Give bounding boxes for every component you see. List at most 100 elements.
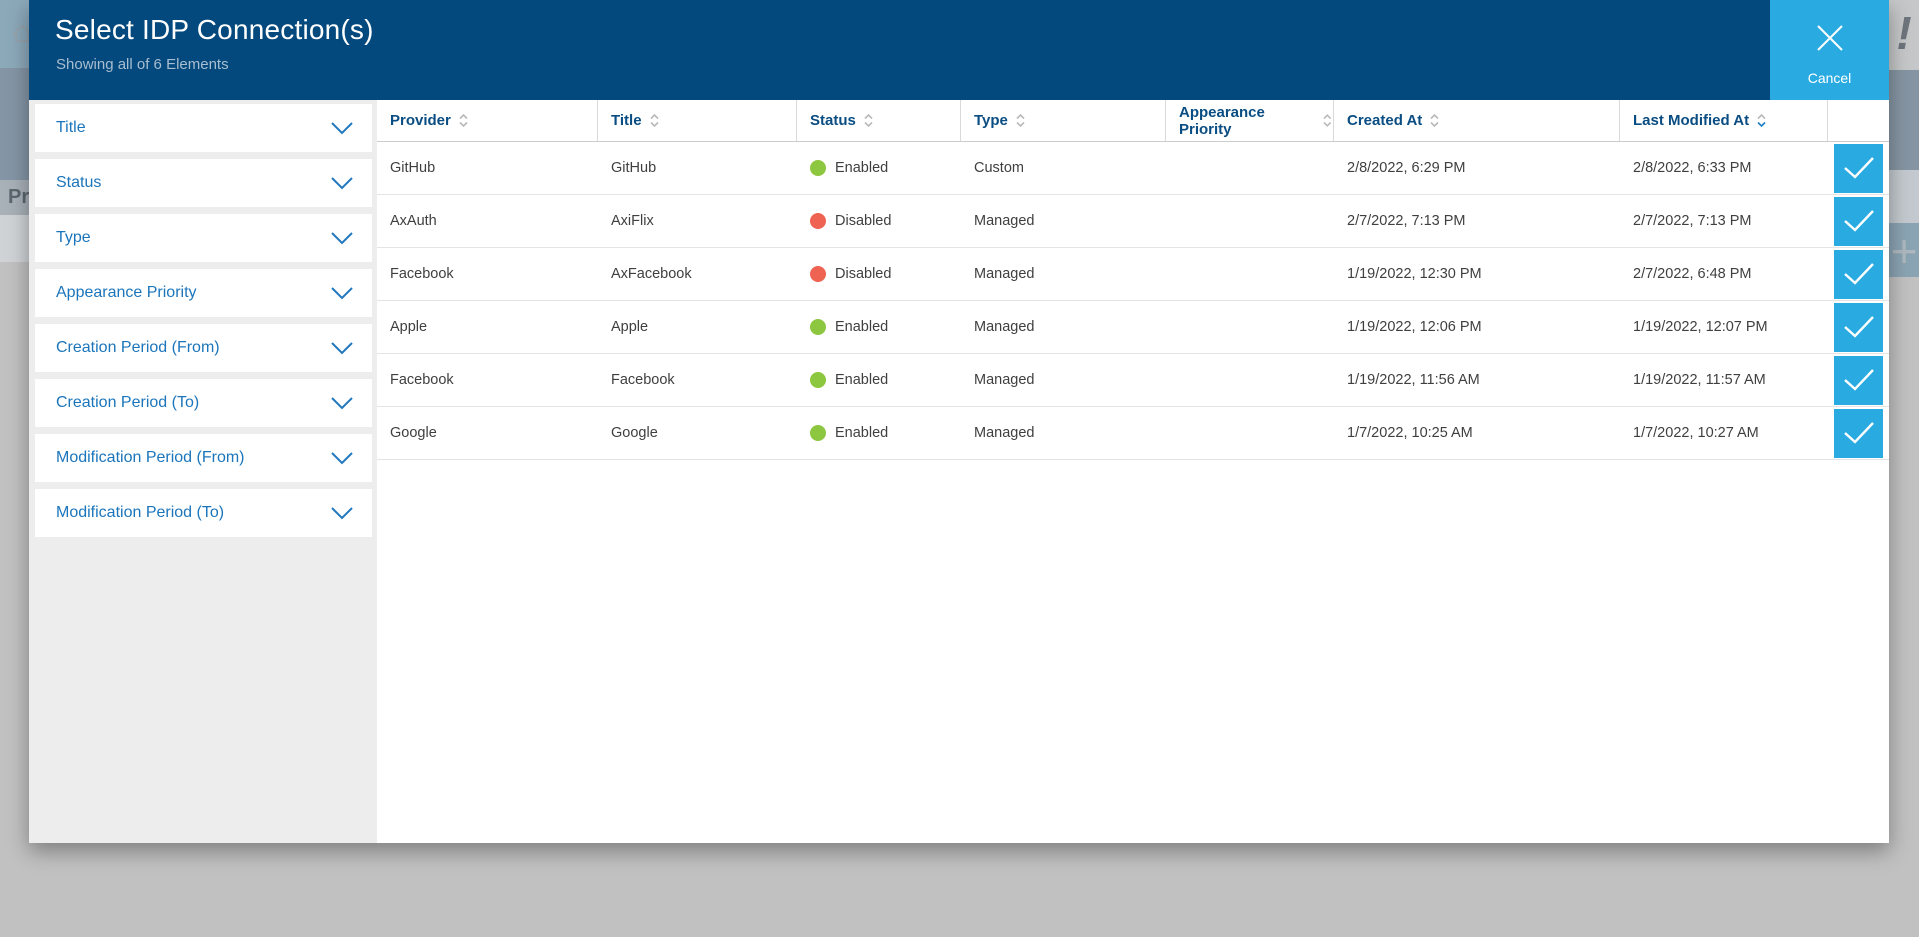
title-cell: Facebook	[611, 372, 675, 388]
provider-cell: Facebook	[390, 266, 454, 282]
chevron-down-icon	[331, 232, 353, 245]
chevron-down-icon	[331, 342, 353, 355]
status-cell: Enabled	[797, 407, 961, 459]
filter-label: Creation Period (From)	[56, 339, 220, 356]
background-exclamation: !	[1896, 7, 1912, 59]
title-cell: AxFacebook	[611, 266, 692, 282]
status-cell: Disabled	[797, 195, 961, 247]
column-header-status[interactable]: Status	[797, 100, 961, 141]
column-header-label: Last Modified At	[1633, 112, 1750, 129]
type-cell: Managed	[974, 213, 1035, 229]
filter-accordion-type[interactable]: Type	[35, 214, 372, 262]
provider-cell: Facebook	[390, 372, 454, 388]
modal-header: Select IDP Connection(s) Showing all of …	[29, 0, 1889, 100]
filter-label: Status	[56, 174, 102, 191]
table-row[interactable]: Facebook AxFacebook Disabled Managed 1/1…	[377, 248, 1889, 301]
cancel-button[interactable]: Cancel	[1770, 0, 1889, 100]
status-label: Enabled	[835, 425, 889, 441]
select-idp-connections-modal: Select IDP Connection(s) Showing all of …	[29, 0, 1889, 843]
selection-cell	[1828, 248, 1889, 300]
provider-cell: Apple	[390, 319, 428, 335]
created-at-cell: 1/19/2022, 11:56 AM	[1347, 372, 1480, 388]
filter-accordion-modification-period-from-[interactable]: Modification Period (From)	[35, 434, 372, 482]
sort-icon	[1016, 113, 1025, 128]
column-header-provider[interactable]: Provider	[377, 100, 598, 141]
background-left-header	[0, 0, 29, 68]
cancel-button-label: Cancel	[1807, 70, 1852, 86]
status-cell: Enabled	[797, 142, 961, 194]
sort-icon	[1323, 114, 1332, 127]
last-modified-at-cell: 1/7/2022, 10:27 AM	[1633, 425, 1759, 441]
filter-accordion-creation-period-to-[interactable]: Creation Period (To)	[35, 379, 372, 427]
row-selected-checkbox[interactable]	[1834, 196, 1883, 246]
background-left-subband	[0, 215, 29, 262]
provider-cell: GitHub	[390, 160, 436, 176]
sort-icon	[864, 113, 873, 128]
created-at-cell: 2/7/2022, 7:13 PM	[1347, 213, 1466, 229]
column-header-last-modified-at[interactable]: Last Modified At	[1620, 100, 1828, 141]
column-header-label: Appearance Priority	[1179, 103, 1265, 138]
column-header-title[interactable]: Title	[598, 100, 797, 141]
status-dot	[810, 425, 826, 441]
status-dot	[810, 160, 826, 176]
table-row[interactable]: Google Google Enabled Managed 1/7/2022, …	[377, 407, 1889, 460]
modal-subtitle: Showing all of 6 Elements	[56, 56, 229, 73]
chevron-down-icon	[331, 452, 353, 465]
table-row[interactable]: Facebook Facebook Enabled Managed 1/19/2…	[377, 354, 1889, 407]
last-modified-at-cell: 2/7/2022, 6:48 PM	[1633, 266, 1752, 282]
background-right-lightband	[1889, 170, 1919, 223]
sort-icon	[1430, 113, 1439, 128]
filter-accordion-appearance-priority[interactable]: Appearance Priority	[35, 269, 372, 317]
background-right-body	[1889, 277, 1919, 937]
filter-label: Creation Period (To)	[56, 394, 200, 411]
column-header-type[interactable]: Type	[961, 100, 1166, 141]
row-selected-checkbox[interactable]	[1834, 408, 1883, 458]
column-header-appearance-priority[interactable]: Appearance Priority	[1166, 100, 1334, 141]
title-cell: Apple	[611, 319, 649, 335]
row-selected-checkbox[interactable]	[1834, 355, 1883, 405]
row-selected-checkbox[interactable]	[1834, 249, 1883, 299]
row-selected-checkbox[interactable]	[1834, 302, 1883, 352]
chevron-down-icon	[331, 177, 353, 190]
filter-sidebar: Title Status Type Appearance Priority Cr…	[29, 100, 377, 843]
appearance-priority-cell	[1166, 248, 1334, 300]
background-left-title-band	[0, 180, 29, 215]
filter-accordion-modification-period-to-[interactable]: Modification Period (To)	[35, 489, 372, 537]
background-right-band	[1889, 70, 1919, 170]
sort-icon	[459, 113, 468, 128]
table-row[interactable]: AxAuth AxiFlix Disabled Managed 2/7/2022…	[377, 195, 1889, 248]
background-plus-button[interactable]: +	[1890, 225, 1918, 277]
column-header-label: Created At	[1347, 112, 1423, 129]
sort-icon	[650, 113, 659, 128]
table-row[interactable]: Apple Apple Enabled Managed 1/19/2022, 1…	[377, 301, 1889, 354]
chevron-down-icon	[331, 287, 353, 300]
selection-cell	[1828, 301, 1889, 353]
appearance-priority-cell	[1166, 354, 1334, 406]
type-cell: Managed	[974, 319, 1035, 335]
table-row[interactable]: GitHub GitHub Enabled Custom 2/8/2022, 6…	[377, 142, 1889, 195]
status-dot	[810, 266, 826, 282]
title-cell: GitHub	[611, 160, 657, 176]
filter-accordion-status[interactable]: Status	[35, 159, 372, 207]
checkmark-icon	[1843, 422, 1874, 444]
last-modified-at-cell: 2/8/2022, 6:33 PM	[1633, 160, 1752, 176]
idp-table: Provider Title Status Type Appearance Pr…	[377, 100, 1889, 843]
created-at-cell: 1/19/2022, 12:30 PM	[1347, 266, 1482, 282]
background-right-top	[1889, 0, 1919, 70]
row-selected-checkbox[interactable]	[1834, 143, 1883, 193]
filter-accordion-creation-period-from-[interactable]: Creation Period (From)	[35, 324, 372, 372]
last-modified-at-cell: 1/19/2022, 12:07 PM	[1633, 319, 1768, 335]
background-left-band	[0, 68, 29, 180]
filter-label: Modification Period (To)	[56, 504, 225, 521]
column-header-created-at[interactable]: Created At	[1334, 100, 1620, 141]
filter-accordion-title[interactable]: Title	[35, 104, 372, 152]
checkmark-icon	[1843, 157, 1874, 179]
type-cell: Custom	[974, 160, 1024, 176]
checkmark-icon	[1843, 316, 1874, 338]
title-cell: Google	[611, 425, 658, 441]
chevron-down-icon	[331, 507, 353, 520]
checkmark-icon	[1843, 263, 1874, 285]
appearance-priority-cell	[1166, 195, 1334, 247]
status-label: Disabled	[835, 266, 892, 282]
sort-icon	[1757, 113, 1766, 128]
